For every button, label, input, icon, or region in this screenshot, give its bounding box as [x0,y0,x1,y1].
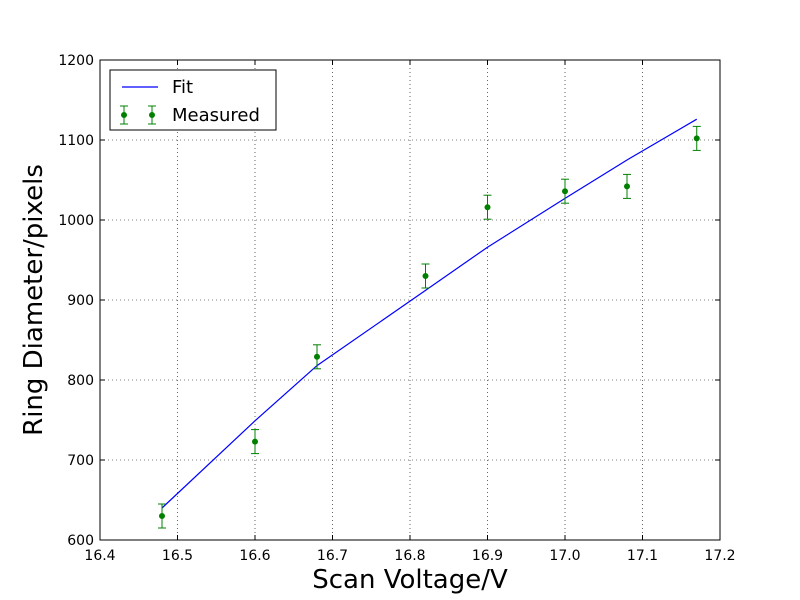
y-tick-label: 800 [67,373,94,389]
y-tick-label: 1200 [58,53,94,69]
y-axis-label: Ring Diameter/pixels [19,164,49,436]
measured-marker [624,183,630,190]
y-tick-label: 1100 [58,133,94,149]
measured-marker [314,353,320,360]
measured-marker [693,135,700,142]
fit-line [161,118,698,509]
x-tick-label: 17.2 [704,548,735,564]
legend: Fit Measured [109,69,277,131]
measured-marker [252,438,258,445]
x-tick-label: 16.8 [394,548,425,564]
legend-measured-marker [120,105,156,125]
data-layer [158,118,701,529]
ticks: 16.4 16.5 16.6 16.7 16.8 16.9 17.0 17.1 17.2 600 7… [58,53,735,564]
measured-point [623,173,631,199]
legend-box [109,69,277,131]
x-tick-label: 17.1 [627,548,658,564]
x-tick-label: 16.7 [317,548,348,564]
legend-label-fit: Fit [172,77,193,98]
y-tick-label: 600 [67,533,94,549]
y-tick-label: 900 [67,293,94,309]
x-tick-label: 16.5 [162,548,193,564]
y-tick-label: 700 [67,453,94,469]
measured-marker [159,513,165,519]
x-tick-label: 16.4 [84,548,115,564]
measured-point [692,125,701,151]
y-tick-label: 1000 [58,213,94,229]
measured-marker [422,273,429,279]
x-tick-label: 16.9 [472,548,503,564]
measured-point [561,178,569,204]
measured-marker [562,188,568,195]
grid [99,59,721,541]
legend-label-measured: Measured [172,105,260,126]
measured-point [483,194,492,220]
measured-point [421,263,430,289]
x-tick-label: 17.0 [549,548,580,564]
measured-point [251,429,259,455]
measured-point [313,344,321,370]
measured-point [158,503,166,529]
measured-marker [484,204,491,211]
x-axis-label: Scan Voltage/V [312,565,508,595]
x-tick-label: 16.6 [239,548,270,564]
